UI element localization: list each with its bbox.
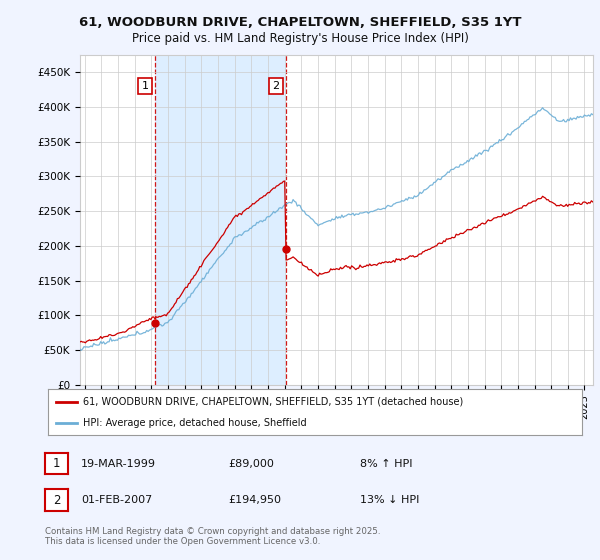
Text: 1: 1 xyxy=(53,457,60,470)
Text: HPI: Average price, detached house, Sheffield: HPI: Average price, detached house, Shef… xyxy=(83,418,307,428)
Text: 19-MAR-1999: 19-MAR-1999 xyxy=(81,459,156,469)
Text: 2: 2 xyxy=(53,493,60,507)
Text: 13% ↓ HPI: 13% ↓ HPI xyxy=(360,495,419,505)
Text: £194,950: £194,950 xyxy=(228,495,281,505)
Text: 61, WOODBURN DRIVE, CHAPELTOWN, SHEFFIELD, S35 1YT (detached house): 61, WOODBURN DRIVE, CHAPELTOWN, SHEFFIEL… xyxy=(83,396,463,407)
Bar xyxy=(155,55,286,385)
Text: £89,000: £89,000 xyxy=(228,459,274,469)
Text: Price paid vs. HM Land Registry's House Price Index (HPI): Price paid vs. HM Land Registry's House … xyxy=(131,32,469,45)
Text: 2: 2 xyxy=(272,81,280,91)
Text: 1: 1 xyxy=(142,81,148,91)
Text: 8% ↑ HPI: 8% ↑ HPI xyxy=(360,459,413,469)
Text: 61, WOODBURN DRIVE, CHAPELTOWN, SHEFFIELD, S35 1YT: 61, WOODBURN DRIVE, CHAPELTOWN, SHEFFIEL… xyxy=(79,16,521,29)
Text: 01-FEB-2007: 01-FEB-2007 xyxy=(81,495,152,505)
Text: Contains HM Land Registry data © Crown copyright and database right 2025.
This d: Contains HM Land Registry data © Crown c… xyxy=(45,526,380,546)
